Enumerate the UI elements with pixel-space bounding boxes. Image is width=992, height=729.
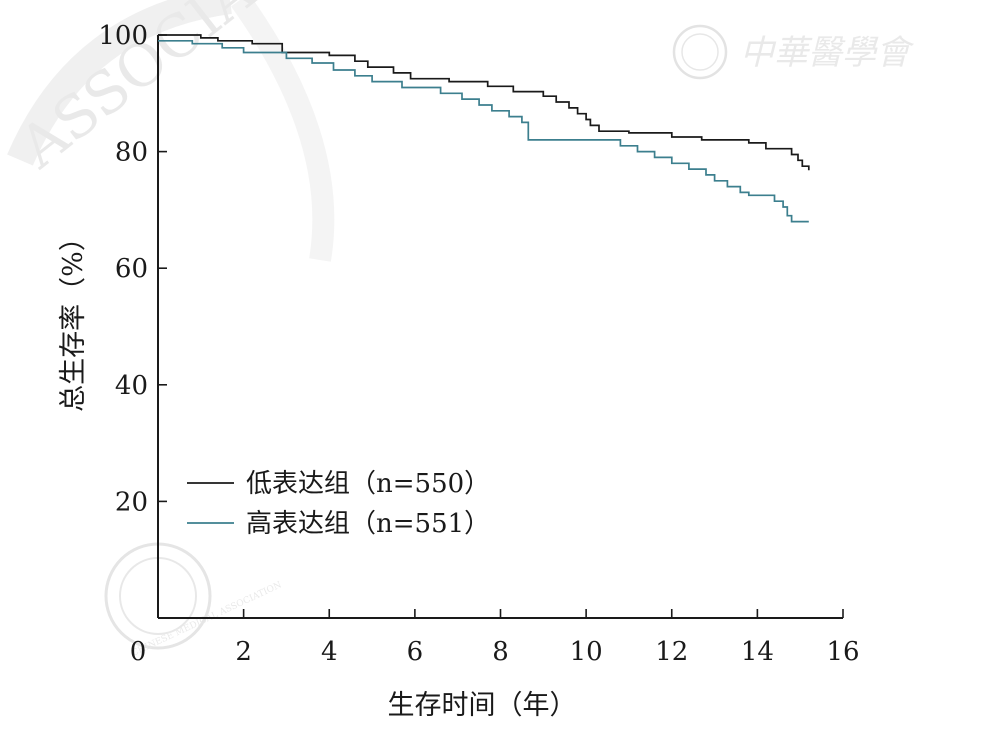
series-line-low-expression (158, 34, 810, 171)
y-tick-label: 100 (98, 21, 148, 51)
watermark-society-text: 中華醫學會 (740, 33, 915, 73)
y-tick-label: 60 (115, 254, 148, 284)
series-layer (158, 34, 810, 223)
x-tick-label: 4 (321, 637, 338, 667)
series-line-high-expression (158, 39, 809, 223)
x-tick-label: 14 (741, 637, 774, 667)
x-ticks: 0 2 4 6 8 10 12 14 16 (130, 609, 860, 667)
y-ticks: 20 40 60 80 100 (98, 21, 167, 517)
x-tick-label: 8 (492, 637, 509, 667)
watermark-arc (7, 0, 232, 166)
legend: 低表达组（n=550） 高表达组（n=551） (187, 469, 490, 539)
x-axis-title: 生存时间（年） (388, 690, 577, 721)
watermark-arc-inner (231, 0, 335, 262)
y-tick-label: 20 (115, 487, 148, 517)
x-tick-label: 6 (407, 637, 424, 667)
x-tick-label: 12 (655, 637, 688, 667)
watermark-layer: ASSOCIA CHINESE MEDICAL ASSOCIATION 中華醫學… (6, 0, 915, 659)
y-axis-title: 总生存率（%） (58, 224, 89, 412)
y-tick-label: 80 (115, 138, 148, 168)
legend-label-high: 高表达组（n=551） (246, 509, 490, 539)
watermark-logo-inner (681, 33, 719, 71)
y-tick-label: 40 (115, 371, 148, 401)
watermark-logo-circle (672, 24, 728, 80)
x-tick-label: 10 (570, 637, 603, 667)
x-tick-label: 2 (235, 637, 252, 667)
watermark-society-logo: 中華醫學會 (672, 24, 915, 80)
watermark-seal-text: CHINESE MEDICAL ASSOCIATION (130, 580, 283, 659)
x-tick-label: 0 (130, 637, 147, 667)
x-tick-label: 16 (826, 637, 859, 667)
legend-label-low: 低表达组（n=550） (246, 469, 490, 499)
